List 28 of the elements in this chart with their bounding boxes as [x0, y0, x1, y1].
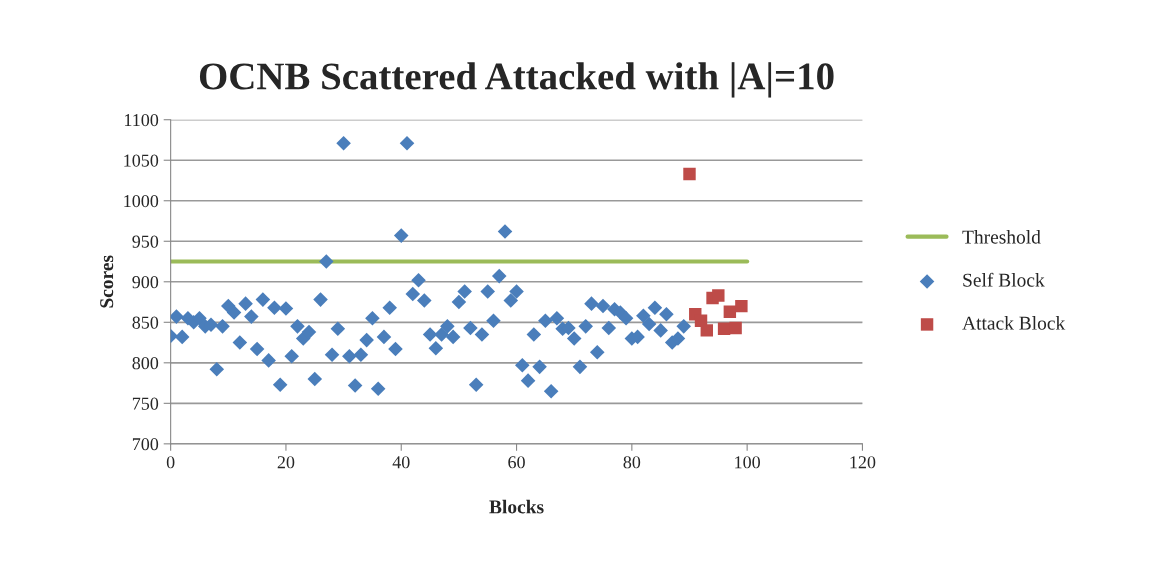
- point: [700, 324, 713, 337]
- y-tick-label: 900: [132, 276, 159, 289]
- x-tick-label: 80: [623, 456, 641, 469]
- y-tick-label: 950: [132, 235, 159, 248]
- y-tick-label: 1050: [124, 154, 159, 167]
- x-tick-label: 40: [392, 456, 410, 469]
- y-tick-label: 800: [132, 357, 159, 370]
- y-tick-label: 700: [132, 438, 159, 451]
- x-axis-title: Blocks: [489, 499, 544, 514]
- legend-label: Self Block: [963, 272, 1045, 287]
- y-tick-label: 750: [132, 397, 159, 410]
- x-tick-label: 120: [850, 456, 876, 469]
- y-tick-label: 1100: [124, 113, 159, 127]
- x-tick-label: 100: [735, 456, 760, 469]
- point: [683, 167, 696, 181]
- point: [712, 289, 725, 302]
- legend-label: Attack Block: [962, 316, 1066, 330]
- point: [729, 321, 742, 335]
- chart-title: OCNB Scattered Attacked with |A|=10: [199, 62, 834, 98]
- x-tick-label: 60: [508, 456, 525, 469]
- y-tick-label: 850: [132, 316, 159, 329]
- point: [735, 299, 748, 313]
- y-axis-title: Scores: [100, 255, 114, 308]
- x-tick-label: 20: [277, 456, 295, 469]
- point: [723, 305, 737, 318]
- y-tick-label: 1000: [124, 195, 159, 208]
- x-tick-label: 0: [166, 456, 175, 469]
- legend-label: Threshold: [962, 229, 1041, 244]
